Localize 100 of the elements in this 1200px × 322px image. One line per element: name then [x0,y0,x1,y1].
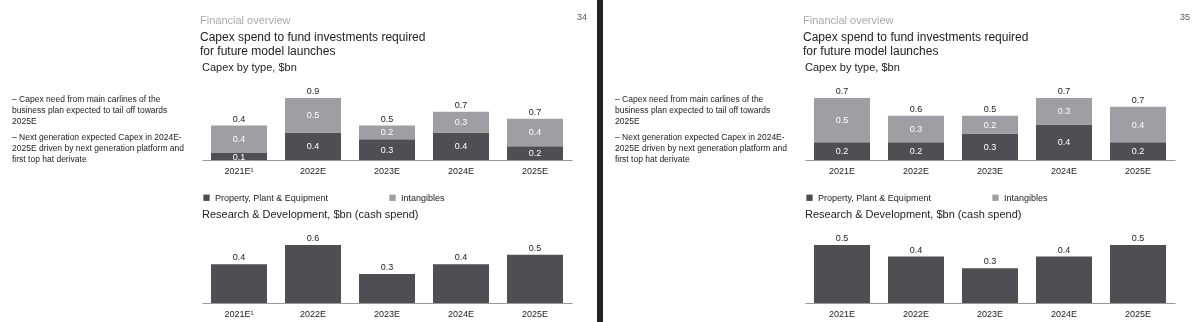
x-tick-label: 2023E [976,308,1003,319]
data-label: 0.2 [528,148,542,159]
data-label: 0.4 [454,252,468,263]
bar [211,125,267,154]
data-label: 0.2 [1131,146,1145,157]
data-label: 0.5 [835,233,849,243]
data-label: 0.3 [1057,106,1071,117]
text: – Next generation expected Capex in 2024E-2025E driven by next generation platform and first top hat derivate [12,132,185,165]
chart-title: Capex by type, $bn [202,61,297,73]
x-tick-label: 2025E [1124,165,1151,176]
chart-title: Research & Development, $bn (cash spend) [804,208,1022,220]
bar [1109,106,1166,143]
bar [813,98,870,143]
data-label: 0.5 [306,110,320,121]
total-label: 0.4 [232,113,246,124]
data-label: 0.2 [983,119,997,130]
bar [961,115,1018,134]
data-label: 0.6 [306,233,320,243]
legend-label: Property, Plant & Equipment [215,192,329,203]
data-label: 0.4 [306,141,320,152]
total-label: 0.5 [380,113,394,124]
x-tick-label: 2024E [447,165,475,176]
x-tick-label: 2025E [1124,308,1151,319]
x-tick-label: 2021E¹ [224,308,254,319]
total-label: 0.7 [528,106,542,117]
x-tick-label: 2025E [521,308,549,319]
data-label: 0.4 [528,127,542,138]
data-label: 0.3 [380,144,394,155]
x-tick-label: 2025E [521,165,549,176]
x-tick-label: 2023E [373,308,401,319]
bar [1109,142,1166,160]
bar [961,133,1018,160]
x-tick-label: 2024E [447,308,475,319]
bar [359,139,415,160]
x-tick-label: 2023E [373,165,401,176]
bar [887,142,944,160]
text: 34 [576,12,587,22]
data-label: 0.4 [1057,137,1071,148]
data-label: 0.2 [835,146,849,157]
total-label: 0.9 [306,86,320,96]
data-label: 0.5 [835,115,849,126]
x-tick-label: 2021E [828,308,855,319]
data-label: 0.3 [909,124,923,134]
bar [433,264,489,303]
text: Financial overview [200,14,291,26]
data-label: 0.3 [454,117,468,128]
bar [211,153,267,160]
bar [507,118,563,147]
text: 35 [1179,12,1190,22]
data-label: 0.2 [380,127,394,138]
x-tick-label: 2023E [976,165,1003,176]
text: Capex spend to fund investments required for future model launches [802,30,1030,58]
bar [1035,124,1092,160]
total-label: 0.7 [835,86,849,96]
data-label: 0.5 [1131,233,1145,243]
data-label: 0.3 [983,141,997,152]
data-label: 0.2 [909,146,923,157]
text: – Next generation expected Capex in 2024E-2025E driven by next generation platform and first top hat derivate [614,132,788,165]
bar [285,98,341,133]
data-label: 0.4 [454,141,468,152]
data-label: 0.1 [232,151,246,162]
bar [285,245,341,303]
total-label: 0.7 [454,99,468,110]
x-tick-label: 2022E [299,165,327,176]
text: – Capex need from main carlines of the business plan expected to tail off towards 2025E [614,94,772,127]
total-label: 0.7 [1057,86,1071,96]
bar [887,115,944,143]
data-label: 0.4 [232,252,246,263]
total-label: 0.7 [1131,94,1145,105]
bar [507,146,563,160]
legend-label: Intangibles [401,192,446,203]
data-label: 0.4 [1057,244,1071,255]
bar [433,132,489,160]
text: – Capex need from main carlines of the business plan expected to tail off towards 2025E [12,94,169,127]
x-tick-label: 2022E [902,165,929,176]
x-tick-label: 2024E [1050,308,1077,319]
chart-title: Research & Development, $bn (cash spend) [202,208,419,220]
x-tick-label: 2022E [299,308,327,319]
legend-label: Intangibles [1003,192,1049,203]
total-label: 0.5 [983,103,997,114]
data-label: 0.3 [380,262,394,272]
bar [211,264,267,303]
text: Capex spend to fund investments required for future model launches [200,30,427,58]
data-label: 0.4 [1131,119,1145,130]
bar [433,111,489,133]
text: Financial overview [802,14,894,26]
bar [813,142,870,160]
data-label: 0.5 [528,242,542,253]
x-tick-label: 2022E [902,308,929,319]
data-label: 0.3 [983,256,997,267]
x-tick-label: 2024E [1050,165,1077,176]
bar [285,132,341,160]
bar [1035,98,1092,125]
bar [359,274,415,303]
total-label: 0.6 [909,103,923,114]
bar [507,254,563,303]
legend-label: Property, Plant & Equipment [817,192,932,203]
data-label: 0.4 [909,244,923,255]
data-label: 0.4 [232,134,246,145]
x-tick-label: 2021E¹ [224,165,254,176]
